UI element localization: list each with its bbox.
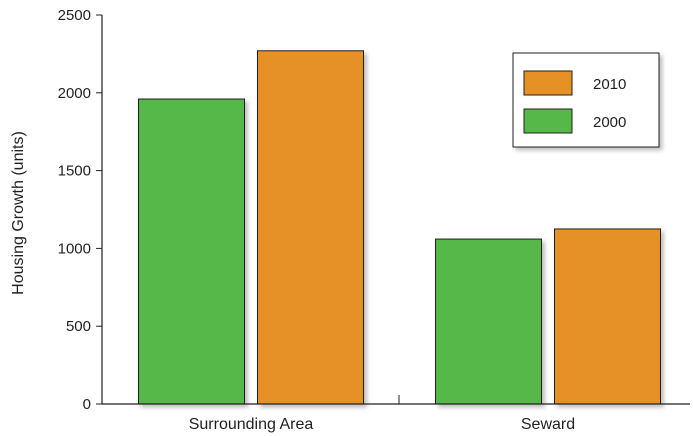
y-tick-label: 2500 bbox=[58, 7, 91, 24]
legend-label-2010: 2010 bbox=[593, 76, 626, 93]
y-tick-label: 500 bbox=[66, 318, 91, 335]
x-tick-label: Surrounding Area bbox=[189, 416, 314, 433]
y-tick-label: 1000 bbox=[58, 240, 91, 257]
legend-swatch-2010 bbox=[524, 71, 572, 95]
y-axis-title: Housing Growth (units) bbox=[10, 131, 27, 295]
category-labels: Surrounding Area Seward bbox=[189, 416, 575, 433]
y-tick-label: 2000 bbox=[58, 85, 91, 102]
y-tick-label: 0 bbox=[83, 396, 91, 413]
bar-2000-surrounding-area bbox=[139, 99, 245, 404]
legend-label-2000: 2000 bbox=[593, 114, 626, 131]
bar-2010-seward bbox=[555, 229, 661, 404]
y-axis-ticks: 0 500 1000 1500 2000 2500 bbox=[58, 7, 102, 413]
legend-swatch-2000 bbox=[524, 109, 572, 133]
bar-2000-seward bbox=[436, 239, 542, 404]
x-tick-label: Seward bbox=[521, 416, 575, 433]
bar-2010-surrounding-area bbox=[258, 51, 364, 404]
legend: 2010 2000 bbox=[513, 53, 659, 147]
y-tick-label: 1500 bbox=[58, 163, 91, 180]
